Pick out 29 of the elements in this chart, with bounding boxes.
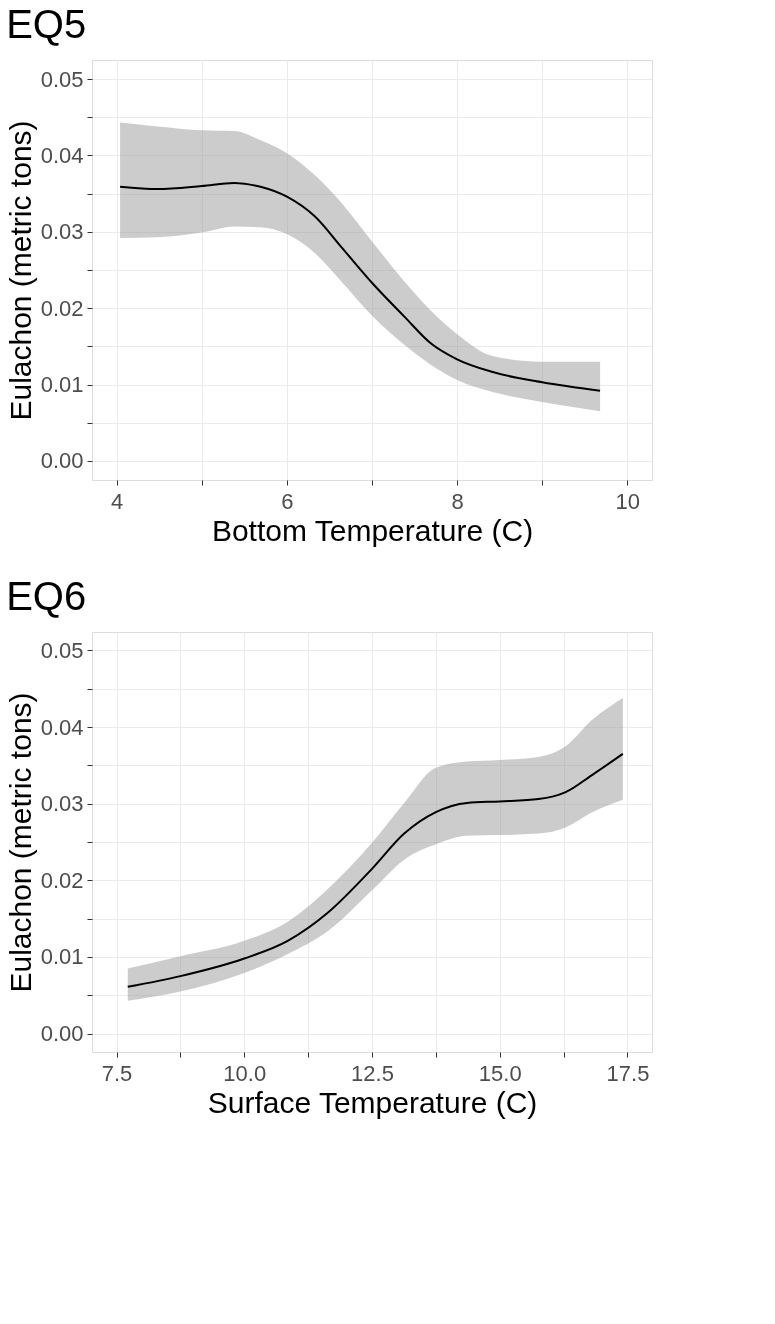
- y-tick-label: 0.04: [40, 142, 84, 168]
- x-tick-label: 12.5: [351, 1060, 394, 1086]
- y-tick-label: 0.02: [40, 295, 84, 321]
- y-axis-title: Eulachon (metric tons): [3, 120, 37, 421]
- y-tick-label: 0.00: [40, 448, 84, 474]
- x-tick-label: 8: [451, 488, 464, 514]
- y-tick-label: 0.05: [40, 637, 84, 663]
- x-axis-title: Bottom Temperature (C): [211, 513, 534, 547]
- chart-title: EQ5: [6, 2, 87, 46]
- y-tick-label: 0.02: [40, 867, 84, 893]
- chart-title: EQ6: [6, 574, 87, 618]
- x-tick-label: 15.0: [478, 1060, 522, 1086]
- y-tick-label: 0.03: [40, 219, 84, 245]
- x-tick-label: 17.5: [606, 1060, 650, 1086]
- y-axis-title: Eulachon (metric tons): [3, 692, 37, 993]
- line-series: [119, 181, 602, 392]
- x-tick-label: 10.0: [223, 1060, 267, 1086]
- y-tick-label: 0.04: [40, 714, 84, 740]
- x-tick-label: 4: [111, 488, 124, 514]
- y-tick-label: 0.01: [40, 372, 84, 398]
- x-tick-label: 7.5: [101, 1060, 133, 1086]
- y-tick-label: 0.05: [40, 66, 84, 92]
- y-tick-label: 0.00: [40, 1021, 84, 1047]
- y-tick-label: 0.03: [40, 791, 84, 817]
- line-series: [126, 752, 624, 988]
- x-axis-title: Surface Temperature (C): [207, 1085, 538, 1119]
- x-tick-label: 6: [281, 488, 294, 514]
- y-tick-label: 0.01: [40, 944, 84, 970]
- x-tick-label: 10: [615, 488, 641, 514]
